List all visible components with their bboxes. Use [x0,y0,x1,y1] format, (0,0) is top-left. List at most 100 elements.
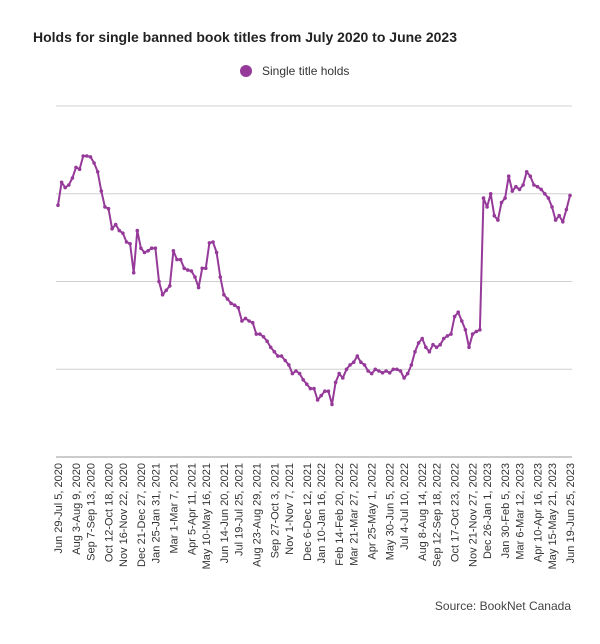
data-point [348,363,352,367]
data-point [438,342,443,347]
data-point [535,184,540,189]
data-point [333,380,338,385]
legend-swatch [240,65,252,77]
data-point [164,288,168,293]
data-point [323,389,327,394]
data-point [442,336,446,341]
x-tick-label: Apr 10-Apr 16, 2023 [533,463,545,562]
data-point [456,310,461,315]
x-tick-label: Sep 7-Sep 13, 2020 [86,463,98,561]
data-point [171,249,176,253]
x-axis-tick-labels: Jun 29-Jul 5, 2020 Aug 3-Aug 9, 2020 Sep 7… [53,463,577,569]
x-tick-label: Jan 10-Jan 16, 2022 [316,463,328,563]
data-point [366,369,370,373]
x-tick-label: Jan 25-Jan 31, 2021 [150,463,162,563]
data-point [301,378,306,382]
data-point [157,279,161,284]
data-point [268,345,273,350]
data-point [355,354,360,358]
data-point [135,228,140,233]
data-point [99,189,104,193]
x-tick-label: May 30-Jun 5, 2022 [385,463,397,560]
data-points [56,154,572,407]
data-point [492,213,497,218]
x-tick-label: Dec 26-Jan 1, 2023 [482,463,494,559]
data-point [553,218,558,222]
data-point [149,246,154,250]
data-point [405,371,410,376]
chart-title: Holds for single banned book titles from… [33,29,457,45]
x-tick-label: Mar 1-Mar 7, 2021 [168,463,180,553]
data-point [326,389,331,394]
data-point [532,183,536,187]
data-point [283,358,288,363]
data-point [85,154,89,158]
x-tick-label: Apr 5-Apr 11, 2021 [186,463,198,555]
data-point [496,218,500,222]
data-point [528,174,533,178]
data-point [427,349,432,354]
data-point [514,184,518,189]
x-tick-label: Jul 4-Jul 10, 2022 [399,463,411,550]
grid-lines [56,105,572,458]
x-tick-label: Apr 25-May 1, 2022 [367,463,379,560]
data-point [146,249,150,253]
data-point [460,319,464,323]
data-point [380,371,385,375]
data-point [218,275,223,279]
x-tick-label: Jun 19-Jun 25, 2023 [565,463,577,563]
data-point [420,336,425,341]
data-point [182,266,186,271]
data-point [59,180,64,185]
data-point [88,155,93,159]
data-point [250,320,255,325]
data-point [186,268,190,272]
data-point [359,360,363,365]
data-point [564,207,569,212]
data-point [557,213,561,218]
x-tick-label: Jun 14-Jun 20, 2021 [219,463,231,563]
data-point [341,376,345,380]
data-point [153,246,158,250]
data-point [243,316,248,321]
data-point [478,328,482,332]
data-point [128,242,132,246]
data-point [449,332,453,336]
data-point [499,200,504,205]
data-point [211,240,215,244]
x-tick-label: Feb 14-Feb 20, 2022 [334,463,346,566]
data-point [142,250,147,255]
data-point [131,270,136,275]
x-tick-label: Mar 6-Mar 12, 2023 [515,463,527,560]
data-point [95,170,100,174]
data-point [546,196,551,200]
data-point [225,297,230,301]
data-point [369,371,374,376]
data-point [337,371,342,376]
data-point [200,266,204,271]
data-point [196,285,201,290]
data-point [387,371,392,375]
x-tick-label: Jun 29-Jul 5, 2020 [53,463,65,554]
data-point [77,167,82,171]
data-point [265,339,269,344]
data-point [434,345,439,350]
legend-label: Single title holds [262,64,350,78]
data-point [384,369,388,373]
x-tick-label: Nov 21-Nov 27, 2022 [468,463,480,567]
data-point [481,196,486,200]
data-point [106,206,111,211]
x-tick-label: Oct 12-Oct 18, 2020 [104,463,116,562]
data-point [67,183,71,187]
data-point [474,329,479,334]
x-tick-label: Dec 6-Dec 12, 2021 [302,463,314,561]
data-point [222,292,226,297]
data-point [377,369,381,373]
data-point [193,275,197,279]
x-tick-label: Mar 21-Mar 27, 2022 [349,463,361,566]
data-point [81,154,85,158]
data-point [319,393,324,398]
data-point [402,376,406,380]
data-point [70,176,75,180]
data-point [395,367,399,372]
